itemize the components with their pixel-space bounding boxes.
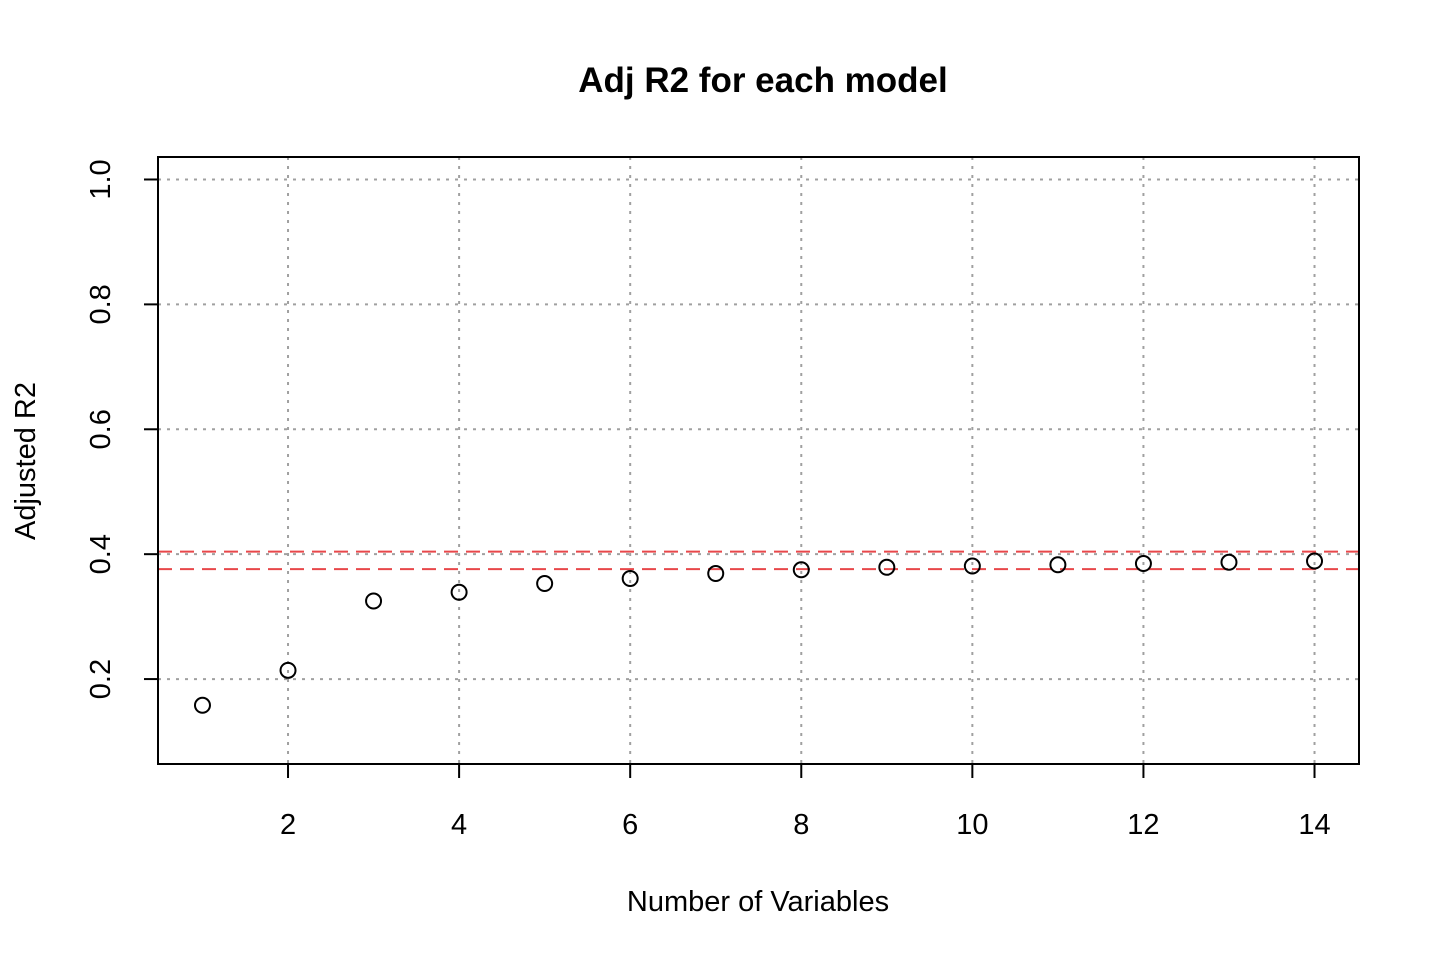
y-tick-label: 0.2 [85,659,117,699]
y-tick-label: 0.8 [85,284,117,324]
data-point [963,557,981,575]
x-tick-label: 14 [1298,809,1330,841]
y-tick-label: 1.0 [85,159,117,199]
reference-lines [158,550,1359,571]
data-point [621,570,639,588]
data-point [1134,555,1152,573]
plot-frame [157,156,1360,765]
data-point [193,696,211,714]
y-axis-label: Adjusted R2 [10,382,42,540]
data-point [450,583,468,601]
y-tick-label: 0.4 [85,534,117,574]
data-point [279,661,297,679]
data-point [1220,553,1238,571]
x-tick-label: 4 [451,809,467,841]
x-tick-label: 8 [793,809,809,841]
data-point [1306,552,1324,570]
x-tick-label: 12 [1127,809,1159,841]
y-tick-label: 0.6 [85,409,117,449]
data-points [193,552,1324,714]
x-tick-label: 6 [622,809,638,841]
data-point [365,592,383,610]
y-axis: 0.2 0.4 0.6 0.8 1.0 [85,159,158,699]
chart-title: Adj R2 for each model [578,61,948,100]
x-axis-label: Number of Variables [627,886,889,918]
data-point [707,565,725,583]
x-tick-label: 2 [280,809,296,841]
x-axis: 2 4 6 8 10 12 14 [280,764,1331,841]
data-point [536,575,554,593]
data-point [1049,556,1067,574]
x-tick-label: 10 [956,809,988,841]
data-point [878,558,896,576]
grid [158,157,1359,764]
data-point [792,561,810,579]
